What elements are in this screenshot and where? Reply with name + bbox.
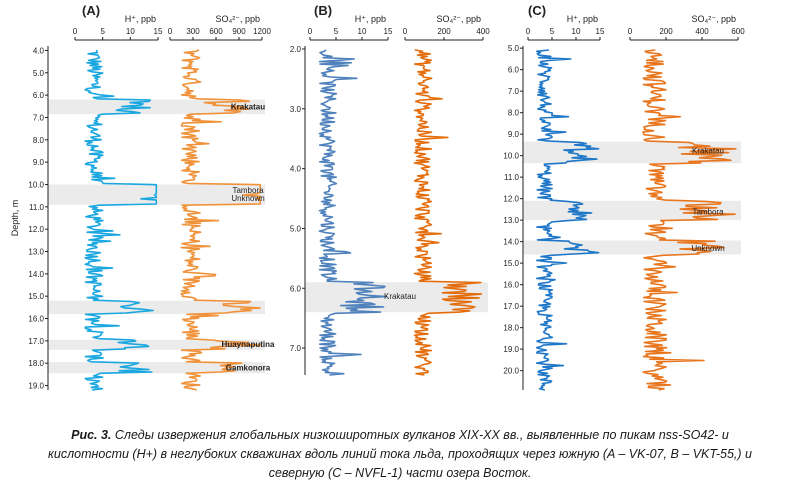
depth-tick-label: 4.0 (33, 46, 45, 55)
depth-tick-label: 6.0 (33, 91, 45, 100)
depth-tick-label: 17.0 (503, 302, 519, 311)
hplus-tick-label: 5 (100, 27, 105, 36)
depth-tick-label: 15.0 (28, 292, 44, 301)
so4-axis-title: SO₄²⁻, ppb (692, 14, 736, 24)
event-label: Unknown (231, 194, 264, 203)
depth-tick-label: 13.0 (503, 216, 519, 225)
depth-tick-label: 9.0 (508, 130, 520, 139)
so4-tick-label: 0 (628, 27, 633, 36)
so4-axis-title: SO₄²⁻, ppb (216, 14, 260, 24)
depth-axis-title: Depth, m (10, 200, 20, 237)
so4-series-line (413, 49, 483, 376)
event-label: Krakatau (692, 146, 724, 155)
depth-tick-label: 8.0 (33, 136, 45, 145)
depth-tick-label: 16.0 (28, 315, 44, 324)
depth-tick-label: 19.0 (28, 382, 44, 391)
depth-tick-label: 7.0 (33, 113, 45, 122)
hplus-tick-label: 5 (550, 27, 555, 36)
so4-tick-label: 200 (437, 27, 451, 36)
caption-label: Рис. 3. (71, 428, 112, 442)
depth-tick-label: 18.0 (503, 324, 519, 333)
event-band (48, 300, 265, 315)
hplus-tick-label: 10 (358, 27, 367, 36)
panel-1: (B) 2.0 3.0 4.0 5.0 6.0 7.0 0 5 10 15 H⁺, ppb 0 200 40… (290, 3, 490, 376)
depth-tick-label: 18.0 (28, 359, 44, 368)
figure: (A) 4.0 5.0 6.0 7.0 8.0 9.0 10.0 11.0 12.0 13.0 14.… (10, 3, 745, 391)
depth-tick-label: 5.0 (290, 224, 302, 233)
depth-tick-label: 10.0 (28, 180, 44, 189)
depth-tick-label: 14.0 (503, 238, 519, 247)
event-label: Tambora (692, 208, 724, 217)
so4-tick-label: 600 (731, 27, 745, 36)
depth-tick-label: 19.0 (503, 345, 519, 354)
hplus-tick-label: 15 (596, 27, 605, 36)
panel-2: (C) 5.0 6.0 7.0 8.0 9.0 10.0 11.0 12.0 13.0 14.0 15… (503, 3, 745, 391)
so4-tick-label: 400 (476, 27, 490, 36)
depth-tick-label: 14.0 (28, 270, 44, 279)
so4-series-line (180, 49, 262, 391)
depth-tick-label: 20.0 (503, 367, 519, 376)
depth-tick-label: 13.0 (28, 248, 44, 257)
depth-tick-label: 3.0 (290, 105, 302, 114)
event-label: Krakatau (231, 102, 265, 111)
caption-text: Следы извержения глобальных низкоширотны… (48, 428, 752, 480)
event-label: Krakatau (384, 292, 416, 301)
so4-tick-label: 400 (695, 27, 709, 36)
hplus-series-line (318, 49, 388, 376)
hplus-tick-label: 0 (73, 27, 78, 36)
panel-0: (A) 4.0 5.0 6.0 7.0 8.0 9.0 10.0 11.0 12.0 13.0 14.… (10, 3, 275, 391)
depth-tick-label: 16.0 (503, 281, 519, 290)
depth-tick-label: 7.0 (508, 87, 520, 96)
depth-tick-label: 12.0 (28, 225, 44, 234)
hplus-tick-label: 10 (572, 27, 581, 36)
figure-caption: Рис. 3. Следы извержения глобальных низк… (40, 426, 760, 483)
depth-tick-label: 17.0 (28, 337, 44, 346)
hplus-tick-label: 5 (334, 27, 339, 36)
depth-tick-label: 9.0 (33, 158, 45, 167)
depth-tick-label: 5.0 (508, 44, 520, 53)
hplus-axis-title: H⁺, ppb (355, 14, 386, 24)
hplus-tick-label: 0 (526, 27, 531, 36)
event-label: Huaynaputina (222, 340, 275, 349)
depth-tick-label: 12.0 (503, 195, 519, 204)
hplus-axis-title: H⁺, ppb (125, 14, 156, 24)
so4-tick-label: 600 (209, 27, 223, 36)
so4-tick-label: 200 (659, 27, 673, 36)
depth-tick-label: 15.0 (503, 259, 519, 268)
depth-tick-label: 7.0 (290, 344, 302, 353)
hplus-tick-label: 15 (384, 27, 393, 36)
so4-series-line (642, 49, 737, 391)
hplus-tick-label: 10 (126, 27, 135, 36)
event-band (48, 362, 265, 374)
event-band (48, 339, 265, 350)
panel-label: (C) (528, 3, 546, 18)
depth-tick-label: 6.0 (508, 66, 520, 75)
so4-tick-label: 0 (403, 27, 408, 36)
so4-tick-label: 1200 (253, 27, 271, 36)
hplus-series-line (535, 49, 600, 391)
so4-tick-label: 900 (232, 27, 246, 36)
depth-tick-label: 11.0 (29, 203, 45, 212)
hplus-axis-title: H⁺, ppb (567, 14, 598, 24)
hplus-series-line (84, 49, 158, 391)
hplus-tick-label: 15 (154, 27, 163, 36)
depth-tick-label: 2.0 (290, 45, 302, 54)
event-label: Gamkonora (226, 364, 271, 373)
depth-tick-label: 8.0 (508, 109, 520, 118)
event-label: Unknown (691, 244, 724, 253)
so4-tick-label: 0 (168, 27, 173, 36)
so4-axis-title: SO₄²⁻, ppb (437, 14, 481, 24)
depth-tick-label: 10.0 (503, 152, 519, 161)
panel-label: (A) (82, 3, 100, 18)
depth-tick-label: 6.0 (290, 284, 302, 293)
depth-tick-label: 5.0 (33, 69, 45, 78)
hplus-tick-label: 0 (308, 27, 313, 36)
event-label: Tambora (232, 186, 264, 195)
depth-tick-label: 11.0 (504, 173, 520, 182)
so4-tick-label: 300 (186, 27, 200, 36)
depth-tick-label: 4.0 (290, 165, 302, 174)
panel-label: (B) (314, 3, 332, 18)
